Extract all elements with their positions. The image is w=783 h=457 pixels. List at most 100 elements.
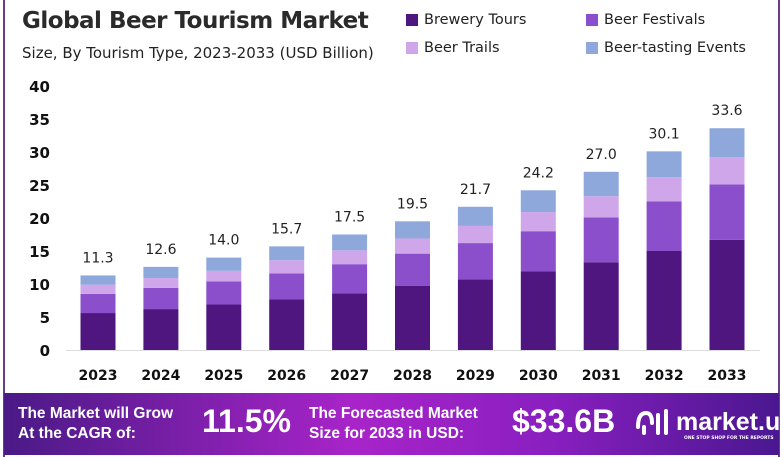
total-label: 27.0 <box>586 147 617 163</box>
bar-segment-brewery-tours <box>143 309 179 350</box>
legend-swatch <box>586 42 598 54</box>
total-label: 11.3 <box>82 250 113 266</box>
x-tick-label: 2030 <box>519 368 558 384</box>
chart-frame <box>3 0 780 457</box>
legend-swatch <box>406 42 418 54</box>
y-tick-label: 15 <box>29 243 50 261</box>
bar-segment-beer-trails <box>332 250 368 265</box>
forecast-value: $33.6B <box>512 403 616 439</box>
total-label: 24.2 <box>523 165 554 181</box>
legend-item: Beer-tasting Events <box>586 40 776 56</box>
bar-segment-beer-trails <box>520 212 556 232</box>
bar-segment-beer-festivals <box>143 287 179 310</box>
bar-segment-beer-festivals <box>332 264 368 294</box>
y-tick-label: 20 <box>29 210 50 228</box>
bar-segment-beer-festivals <box>709 184 745 240</box>
bar-segment-beer-trails <box>269 260 305 274</box>
x-tick-label: 2025 <box>204 368 243 384</box>
legend-item: Beer Trails <box>406 40 586 56</box>
y-tick-label: 10 <box>29 276 50 294</box>
market-us-logo: market.us ONE STOP SHOP FOR THE REPORTS <box>634 407 783 441</box>
bar-segment-beer-festivals <box>206 281 242 305</box>
bar-segment-brewery-tours <box>709 239 745 350</box>
bar-segment-beer-trails <box>143 278 179 288</box>
total-label: 33.6 <box>711 103 742 119</box>
bar-segment-beer-tasting-events <box>457 206 493 226</box>
bar-segment-beer-trails <box>395 238 430 254</box>
x-tick-label: 2023 <box>79 368 118 384</box>
x-tick-label: 2033 <box>708 368 747 384</box>
y-tick-label: 40 <box>29 78 50 96</box>
bar-segment-beer-tasting-events <box>332 234 368 251</box>
cagr-value: 11.5% <box>202 403 291 439</box>
bar-segment-beer-tasting-events <box>520 190 556 213</box>
bar-segment-beer-festivals <box>583 217 619 263</box>
y-tick-label: 25 <box>29 177 50 195</box>
x-tick-label: 2027 <box>330 368 369 384</box>
bar-segment-beer-festivals <box>269 273 305 300</box>
chart-subtitle: Size, By Tourism Type, 2023-2033 (USD Bi… <box>22 44 374 62</box>
bar-segment-beer-tasting-events <box>646 151 682 178</box>
total-label: 15.7 <box>271 221 302 237</box>
bar-segment-brewery-tours <box>206 304 242 350</box>
x-tick-label: 2028 <box>393 368 432 384</box>
total-label: 21.7 <box>460 182 491 198</box>
bar-segment-beer-festivals <box>520 231 556 272</box>
forecast-label: The Forecasted Market Size for 2033 in U… <box>309 405 478 442</box>
bar-segment-beer-festivals <box>646 201 682 251</box>
bar-segment-brewery-tours <box>395 285 430 350</box>
y-tick-label: 30 <box>29 144 50 162</box>
legend-item: Brewery Tours <box>406 12 586 28</box>
bar-segment-brewery-tours <box>520 271 556 350</box>
y-tick-label: 0 <box>40 342 50 360</box>
logo-icon <box>636 409 668 435</box>
summary-banner: The Market will Grow At the CAGR of: 11.… <box>4 393 783 455</box>
bar-segment-beer-tasting-events <box>80 275 116 285</box>
bar-segment-beer-festivals <box>457 243 493 280</box>
bar-segment-beer-trails <box>80 284 116 294</box>
legend-label: Beer-tasting Events <box>604 40 746 56</box>
bar-segment-brewery-tours <box>332 293 368 350</box>
x-tick-label: 2026 <box>267 368 306 384</box>
bar-segment-brewery-tours <box>583 262 619 350</box>
y-tick-label: 5 <box>40 309 50 327</box>
bar-segment-brewery-tours <box>80 313 116 350</box>
cagr-label: The Market will Grow At the CAGR of: <box>18 405 174 442</box>
bar-segment-beer-tasting-events <box>395 221 430 239</box>
legend-label: Brewery Tours <box>424 12 527 28</box>
x-tick-label: 2029 <box>456 368 495 384</box>
bar-segment-beer-trails <box>206 270 242 282</box>
x-tick-label: 2024 <box>141 368 180 384</box>
total-label: 14.0 <box>208 233 239 249</box>
bar-segment-beer-trails <box>583 196 619 218</box>
chart-title: Global Beer Tourism Market <box>22 8 369 34</box>
legend-swatch <box>586 14 598 26</box>
total-label: 30.1 <box>649 126 680 142</box>
bar-chart: 051015202530354011.3202312.6202414.02025… <box>29 78 760 384</box>
bar-segment-beer-trails <box>709 157 745 185</box>
legend-label: Beer Festivals <box>604 12 706 28</box>
bar-segment-beer-trails <box>646 177 682 202</box>
bar-segment-beer-tasting-events <box>206 257 242 271</box>
legend-label: Beer Trails <box>424 40 500 56</box>
bar-segment-beer-tasting-events <box>269 246 305 261</box>
legend-item: Beer Festivals <box>586 12 776 28</box>
legend-swatch <box>406 14 418 26</box>
bar-segment-beer-tasting-events <box>709 128 745 158</box>
bar-segment-beer-trails <box>457 225 493 244</box>
bar-segment-brewery-tours <box>269 299 305 350</box>
bar-segment-brewery-tours <box>646 251 682 350</box>
bar-segment-beer-festivals <box>80 293 116 314</box>
x-tick-label: 2032 <box>645 368 684 384</box>
legend: Brewery Tours Beer Festivals Beer Trails Be… <box>406 12 776 56</box>
bar-segment-beer-festivals <box>395 253 430 286</box>
total-label: 19.5 <box>397 196 428 212</box>
logo-tagline: ONE STOP SHOP FOR THE REPORTS <box>684 436 774 441</box>
logo-text: market.us <box>676 407 783 436</box>
x-tick-label: 2031 <box>582 368 621 384</box>
bar-segment-beer-tasting-events <box>143 266 179 279</box>
bar-segment-beer-tasting-events <box>583 171 619 197</box>
bar-segment-brewery-tours <box>457 279 493 350</box>
y-tick-label: 35 <box>29 111 50 129</box>
total-label: 12.6 <box>145 242 176 258</box>
